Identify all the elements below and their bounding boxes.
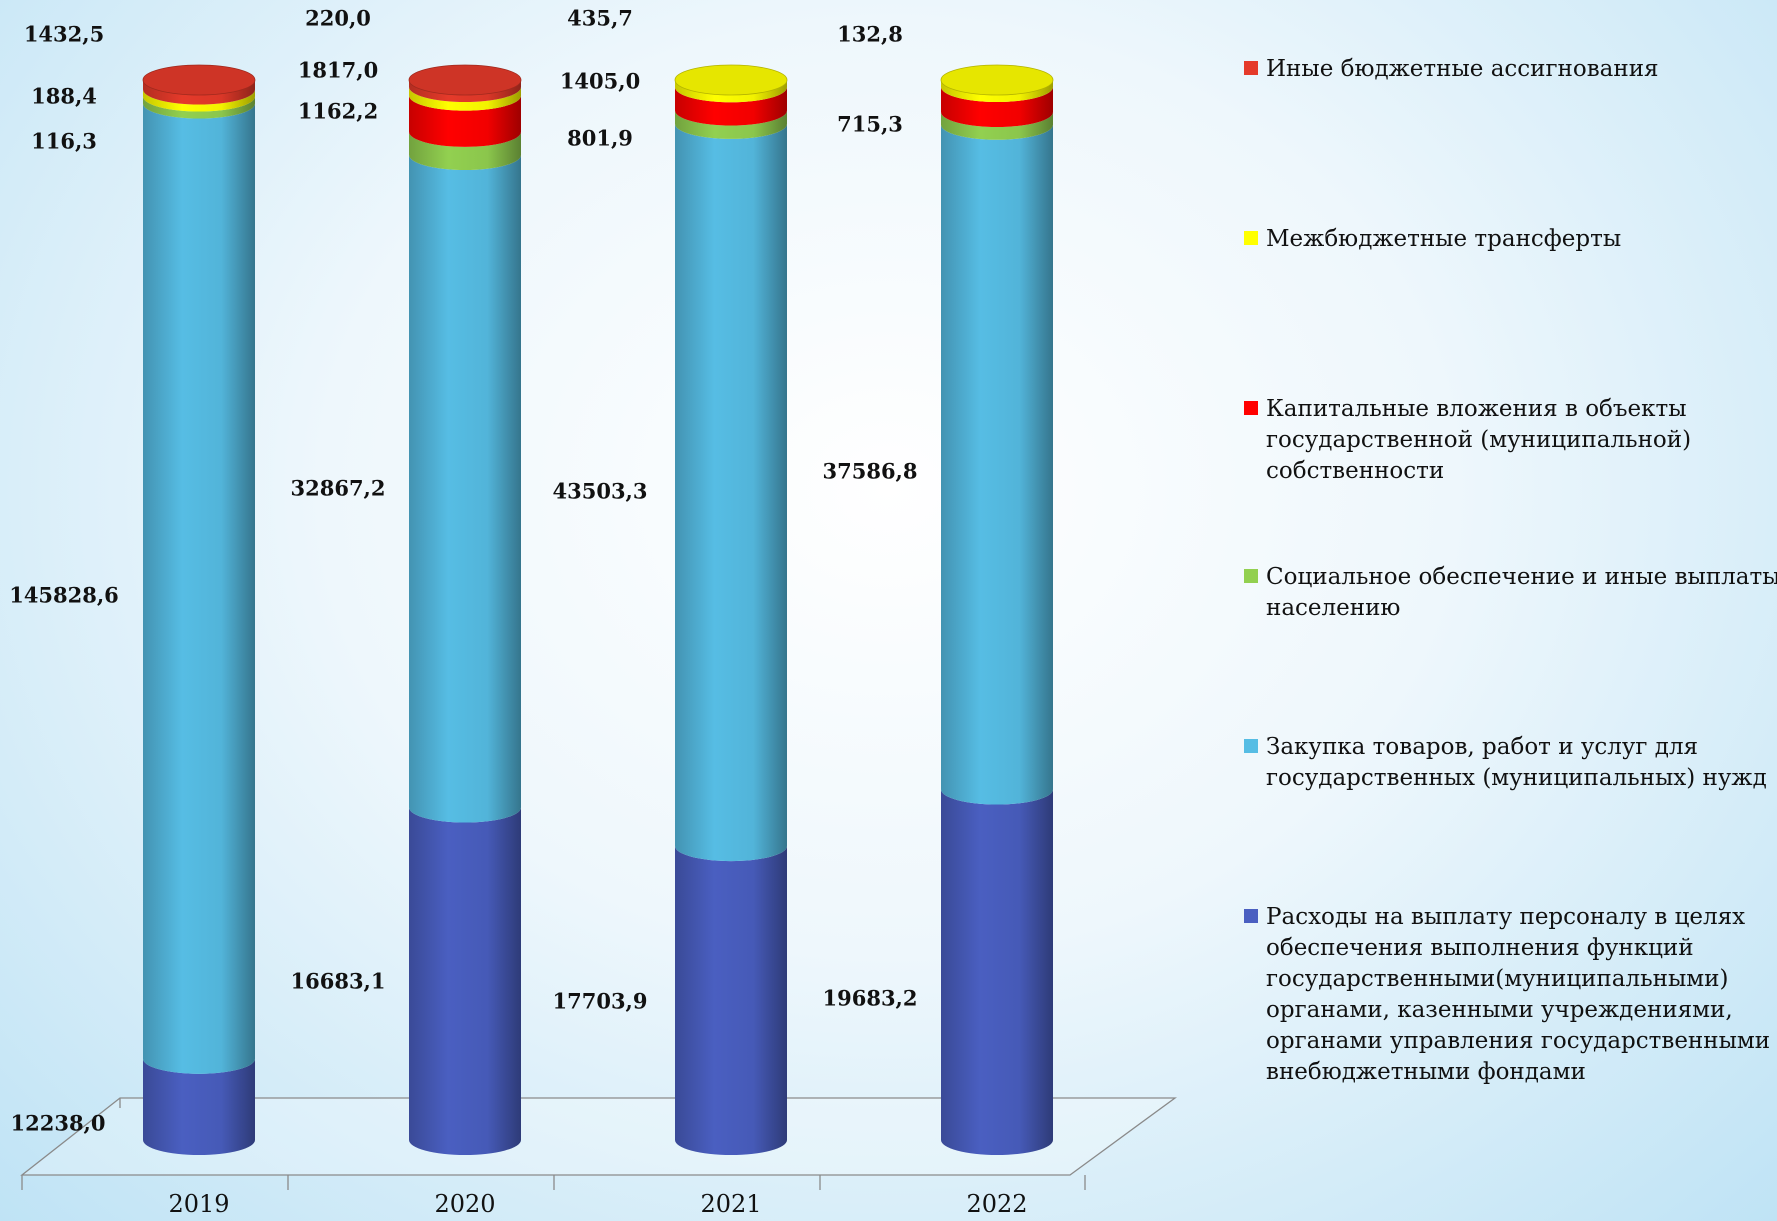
bar-segment-2019-s5 [143, 80, 255, 105]
data-label: 16683,1 [291, 969, 386, 994]
bar-segment-2022-s0 [941, 789, 1053, 1155]
chart-floor [20, 1097, 1177, 1176]
plot-area [142, 64, 1054, 1155]
legend-label: государственных (муниципальных) нужд [1266, 765, 1767, 791]
legend-label: Социальное обеспечение и иные выплаты [1266, 564, 1777, 590]
legend-swatch [1244, 569, 1258, 583]
bar-segment-2021-s1 [675, 123, 787, 862]
data-label: 715,3 [837, 112, 903, 137]
bar-segment-2021-s4 [675, 80, 787, 103]
legend-swatch [1244, 61, 1258, 75]
x-tick-label: 2022 [966, 1190, 1027, 1218]
legend-label: населению [1266, 595, 1400, 621]
legend-swatch [1244, 231, 1258, 245]
bar-segment-2021-s2 [675, 110, 787, 139]
data-label: 1432,5 [24, 22, 104, 47]
data-label: 1817,0 [298, 58, 378, 83]
legend-label: Межбюджетные трансферты [1266, 226, 1621, 252]
bar-segment-2019-s0 [143, 1058, 255, 1155]
bar-segment-2020-s1 [409, 155, 521, 823]
legend-label: Капитальные вложения в объекты [1266, 396, 1687, 422]
data-label: 116,3 [31, 129, 97, 154]
bar-segment-2021-s3 [675, 87, 787, 126]
data-label: 1405,0 [560, 69, 640, 94]
legend-label: органами, казенными учреждениями, [1266, 997, 1733, 1023]
x-tick-label: 2019 [168, 1190, 229, 1218]
data-labels: 12238,0 145828,6 116,3 188,4 1432,5 16683,1 32… [9, 6, 917, 1136]
legend-label: государственными(муниципальными) [1266, 966, 1728, 992]
legend-label: Закупка товаров, работ и услуг для [1266, 734, 1698, 760]
legend-label: обеспечения выполнения функций [1266, 935, 1694, 961]
bar-top-2021 [674, 64, 788, 96]
x-axis: 2019 2020 2021 2022 [21, 1175, 1086, 1218]
data-label: 188,4 [31, 84, 97, 109]
data-label: 12238,0 [11, 1111, 106, 1136]
legend: Иные бюджетные ассигнования Межбюджетные … [1244, 56, 1777, 1085]
bar-segment-2020-s4 [409, 87, 521, 111]
bar-segment-2022-s2 [941, 112, 1053, 140]
floor-plane [20, 1097, 1177, 1176]
data-label: 435,7 [567, 6, 633, 31]
legend-label: Расходы на выплату персоналу в целях [1266, 904, 1745, 930]
bar-segment-2019-s2 [143, 96, 255, 119]
bar-segment-2022-s4 [941, 80, 1053, 102]
legend-swatch [1244, 909, 1258, 923]
bar-segment-2019-s4 [143, 89, 255, 112]
data-label: 801,9 [567, 126, 633, 151]
data-label: 220,0 [305, 6, 371, 31]
data-label: 37586,8 [823, 459, 918, 484]
bar-top-2019 [142, 64, 256, 96]
data-label: 132,8 [837, 22, 903, 47]
data-label: 145828,6 [9, 583, 119, 608]
bar-segment-2020-s0 [409, 807, 521, 1155]
data-label: 19683,2 [823, 986, 918, 1011]
bar-segment-2020-s2 [409, 131, 521, 171]
legend-swatch [1244, 739, 1258, 753]
data-label: 17703,9 [553, 989, 648, 1014]
bar-top-2022 [940, 64, 1054, 96]
legend-label: Иные бюджетные ассигнования [1266, 56, 1659, 82]
bar-segment-2022-s1 [941, 124, 1053, 805]
data-label: 1162,2 [298, 99, 378, 124]
bar-segment-2021-s0 [675, 846, 787, 1155]
legend-label: государственной (муниципальной) [1266, 427, 1691, 453]
bar-segment-2020-s3 [409, 95, 521, 147]
legend-label: внебюджетными фондами [1266, 1059, 1586, 1085]
data-label: 32867,2 [291, 476, 386, 501]
bar-segment-2019-s1 [143, 103, 255, 1074]
data-label: 43503,3 [553, 479, 648, 504]
x-tick-label: 2020 [434, 1190, 495, 1218]
legend-label: органами управления государственными [1266, 1028, 1770, 1054]
bar-segment-2020-s5 [409, 80, 521, 102]
legend-label: собственности [1266, 458, 1444, 484]
bar-top-2020 [408, 64, 522, 96]
legend-swatch [1244, 401, 1258, 415]
x-tick-label: 2021 [700, 1190, 761, 1218]
bar-segment-2022-s3 [941, 87, 1053, 128]
